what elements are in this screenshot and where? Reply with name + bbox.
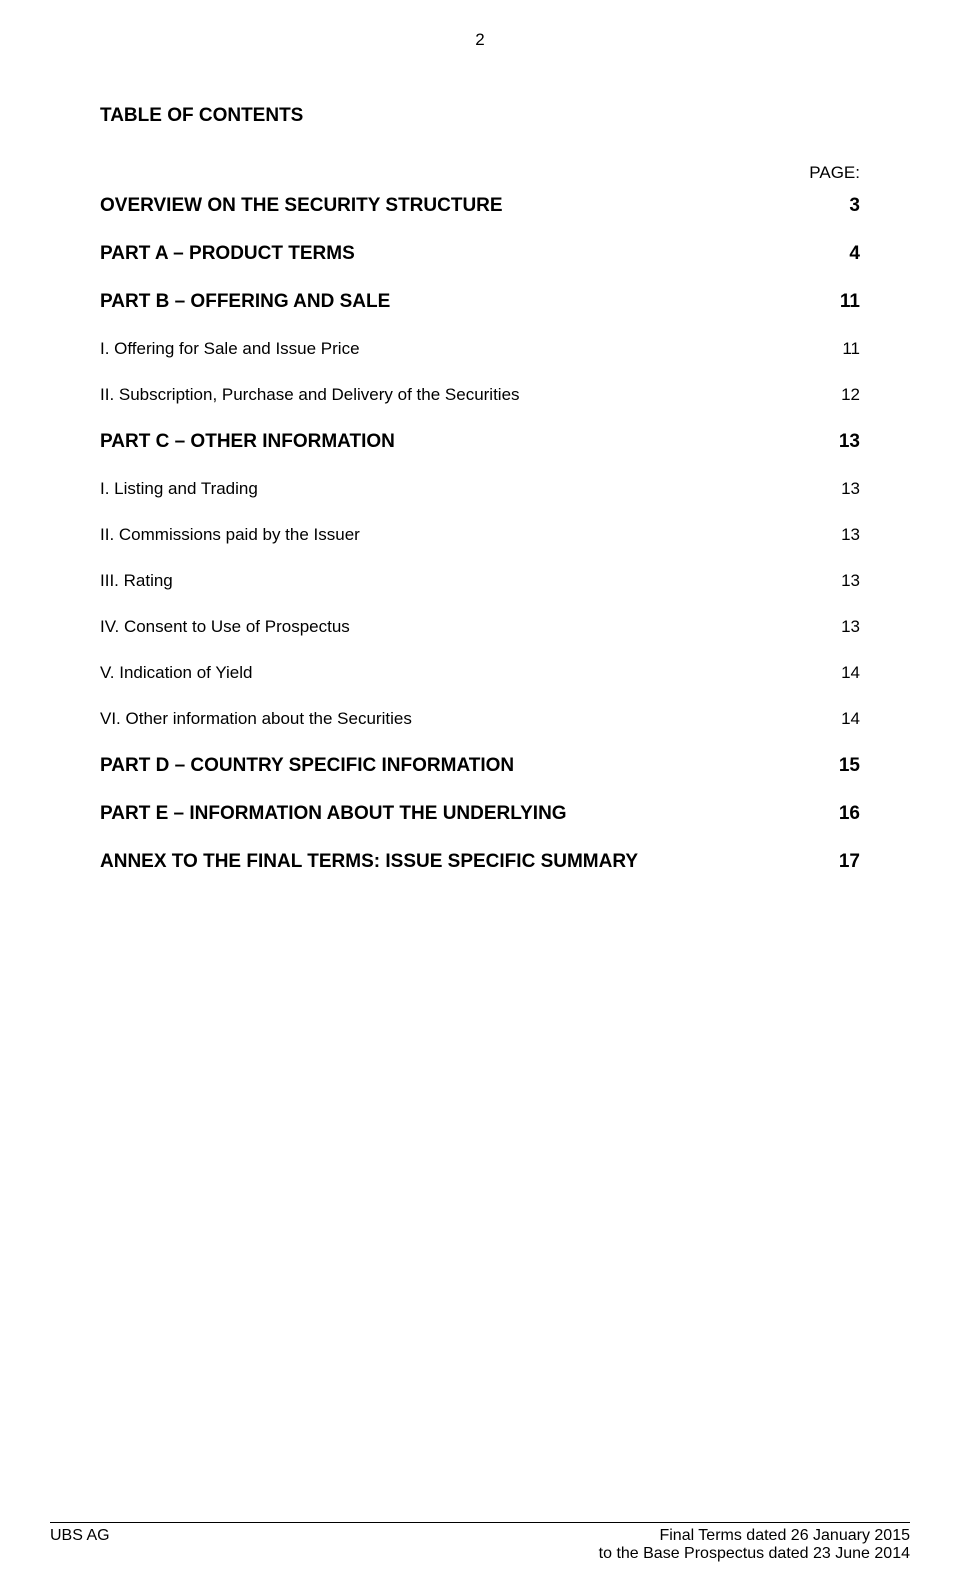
toc-entry-label: III. Rating bbox=[100, 571, 173, 591]
toc-entry-label: OVERVIEW ON THE SECURITY STRUCTURE bbox=[100, 195, 503, 217]
toc-entry-label: II. Commissions paid by the Issuer bbox=[100, 525, 360, 545]
toc-row: PART D – COUNTRY SPECIFIC INFORMATION 15 bbox=[100, 755, 860, 777]
toc-entry-page: 4 bbox=[849, 243, 860, 265]
toc-row: II. Subscription, Purchase and Delivery … bbox=[100, 385, 860, 405]
toc-entry-label: ANNEX TO THE FINAL TERMS: ISSUE SPECIFIC… bbox=[100, 851, 638, 873]
toc-entry-page: 11 bbox=[840, 291, 860, 313]
toc-row: PART C – OTHER INFORMATION 13 bbox=[100, 431, 860, 453]
toc-entry-page: 13 bbox=[841, 571, 860, 591]
toc-entry-label: PART A – PRODUCT TERMS bbox=[100, 243, 355, 265]
toc-row: V. Indication of Yield 14 bbox=[100, 663, 860, 683]
toc-row: ANNEX TO THE FINAL TERMS: ISSUE SPECIFIC… bbox=[100, 851, 860, 873]
toc-entry-label: VI. Other information about the Securiti… bbox=[100, 709, 412, 729]
toc-entry-page: 13 bbox=[841, 525, 860, 545]
footer-left: UBS AG bbox=[50, 1527, 110, 1563]
toc-entry-page: 12 bbox=[841, 385, 860, 405]
toc-list: OVERVIEW ON THE SECURITY STRUCTURE 3 PART … bbox=[100, 195, 860, 873]
toc-entry-page: 17 bbox=[839, 851, 860, 873]
toc-entry-page: 15 bbox=[839, 755, 860, 777]
content-area: TABLE OF CONTENTS PAGE: OVERVIEW ON THE … bbox=[100, 105, 860, 899]
toc-row: PART E – INFORMATION ABOUT THE UNDERLYIN… bbox=[100, 803, 860, 825]
toc-entry-label: PART E – INFORMATION ABOUT THE UNDERLYIN… bbox=[100, 803, 567, 825]
toc-entry-label: PART D – COUNTRY SPECIFIC INFORMATION bbox=[100, 755, 514, 777]
toc-row: I. Offering for Sale and Issue Price 11 bbox=[100, 339, 860, 359]
toc-entry-page: 3 bbox=[849, 195, 860, 217]
page-label: PAGE: bbox=[100, 163, 860, 183]
toc-row: PART B – OFFERING AND SALE 11 bbox=[100, 291, 860, 313]
footer: UBS AG Final Terms dated 26 January 2015… bbox=[50, 1522, 910, 1563]
toc-entry-page: 13 bbox=[839, 431, 860, 453]
toc-entry-label: II. Subscription, Purchase and Delivery … bbox=[100, 385, 520, 405]
toc-title: TABLE OF CONTENTS bbox=[100, 105, 860, 127]
page-number-top: 2 bbox=[0, 30, 960, 50]
toc-row: VI. Other information about the Securiti… bbox=[100, 709, 860, 729]
toc-entry-label: I. Offering for Sale and Issue Price bbox=[100, 339, 360, 359]
toc-row: I. Listing and Trading 13 bbox=[100, 479, 860, 499]
toc-row: IV. Consent to Use of Prospectus 13 bbox=[100, 617, 860, 637]
toc-entry-label: PART B – OFFERING AND SALE bbox=[100, 291, 390, 313]
footer-right-line1: Final Terms dated 26 January 2015 bbox=[599, 1527, 910, 1545]
toc-entry-page: 14 bbox=[841, 709, 860, 729]
toc-entry-page: 13 bbox=[841, 617, 860, 637]
toc-entry-page: 11 bbox=[842, 339, 860, 359]
toc-entry-label: PART C – OTHER INFORMATION bbox=[100, 431, 395, 453]
toc-entry-label: IV. Consent to Use of Prospectus bbox=[100, 617, 350, 637]
toc-row: PART A – PRODUCT TERMS 4 bbox=[100, 243, 860, 265]
toc-entry-label: I. Listing and Trading bbox=[100, 479, 258, 499]
footer-right: Final Terms dated 26 January 2015 to the… bbox=[599, 1527, 910, 1563]
toc-row: II. Commissions paid by the Issuer 13 bbox=[100, 525, 860, 545]
toc-row: III. Rating 13 bbox=[100, 571, 860, 591]
toc-entry-page: 13 bbox=[841, 479, 860, 499]
toc-entry-label: V. Indication of Yield bbox=[100, 663, 253, 683]
footer-right-line2: to the Base Prospectus dated 23 June 201… bbox=[599, 1545, 910, 1563]
toc-row: OVERVIEW ON THE SECURITY STRUCTURE 3 bbox=[100, 195, 860, 217]
toc-entry-page: 16 bbox=[839, 803, 860, 825]
toc-entry-page: 14 bbox=[841, 663, 860, 683]
